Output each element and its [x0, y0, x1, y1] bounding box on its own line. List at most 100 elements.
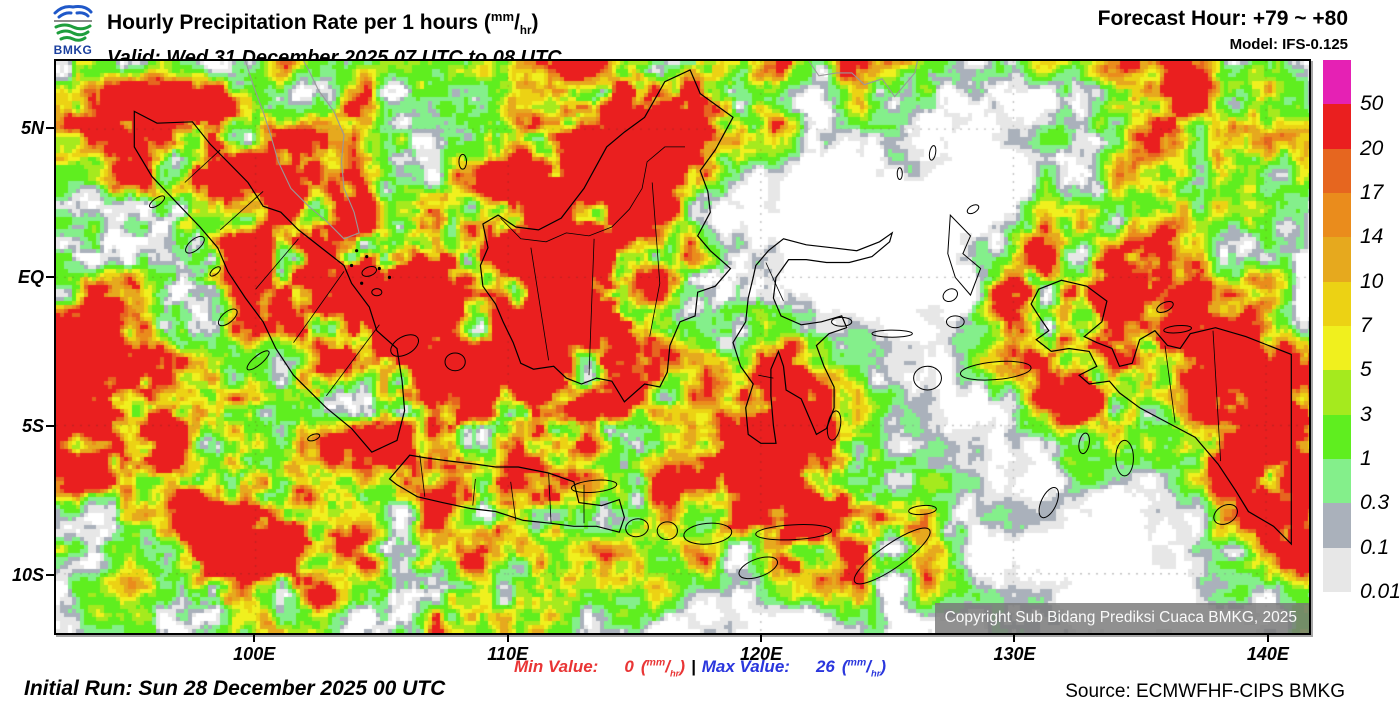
y-tick-label: 5S: [21, 416, 44, 437]
island-outline: [246, 350, 270, 371]
x-tick-label: 140E: [1246, 644, 1289, 664]
coastline: [500, 146, 685, 243]
coastline: [588, 238, 595, 376]
legend-label: 5: [1360, 358, 1372, 382]
coastline: [1164, 345, 1176, 423]
legend-label: 10: [1360, 269, 1384, 293]
coastline: [219, 191, 264, 231]
legend-label: 0.01: [1360, 579, 1400, 603]
coastline: [649, 182, 661, 337]
island-outline: [307, 433, 321, 442]
legend-cell: [1323, 148, 1351, 193]
legend-cell: [1323, 325, 1351, 371]
island-outline: [625, 518, 649, 538]
legend-label: 3: [1360, 402, 1372, 426]
x-tick-label: 120E: [740, 644, 783, 664]
island-outline: [896, 167, 903, 181]
legend-cell: [1323, 503, 1351, 548]
copyright-notice: Copyright Sub Bidang Prediksi Cuaca BMKG…: [934, 603, 1309, 633]
island-outline: [831, 316, 853, 327]
legend-label: 1: [1360, 446, 1372, 470]
legend-label: 50: [1360, 92, 1384, 116]
island-outline: [458, 153, 468, 170]
island-outline: [966, 204, 980, 215]
y-tick-label: EQ: [17, 266, 44, 287]
coastline: [808, 61, 918, 98]
x-tick-mark: [253, 635, 256, 642]
coastline: [184, 149, 221, 183]
color-scale-legend: [1323, 60, 1351, 592]
island-outline: [570, 479, 618, 494]
legend-cell: [1323, 458, 1351, 504]
bmkg-emblem-icon: [53, 5, 93, 42]
island-outline: [656, 521, 678, 541]
coastline: [732, 231, 894, 444]
legend-label: 17: [1360, 180, 1384, 204]
island-outline: [1163, 324, 1193, 334]
legend-cell: [1323, 60, 1351, 105]
coastlines-overlay: [133, 61, 1292, 585]
model-label: Model: IFS-0.125: [1229, 36, 1348, 53]
minmax-row: Min Value: 0 (mm/hr) | Max Value: 26 (mm/hr): [0, 656, 1400, 678]
bmkg-logo: BMKG: [44, 3, 102, 59]
island-outline: [390, 334, 419, 357]
island-outline: [959, 360, 1032, 381]
source-label: Source: ECMWFHF-CIPS BMKG: [1065, 681, 1345, 702]
legend-label: 0.3: [1360, 491, 1390, 515]
coastline: [133, 110, 406, 453]
x-tick-mark: [1013, 635, 1016, 642]
x-tick-label: 110E: [487, 644, 528, 664]
y-tick-mark: [46, 275, 54, 278]
island-outline: [738, 556, 779, 580]
island-outline: [185, 235, 205, 254]
coastline: [293, 271, 345, 343]
island-outline: [945, 315, 965, 329]
legend-label: 0.1: [1360, 535, 1390, 559]
island-outline: [942, 288, 958, 303]
coastline: [325, 324, 380, 397]
coastline: [388, 454, 626, 533]
coastline: [472, 478, 476, 506]
initial-run: Initial Run: Sun 28 December 2025 00 UTC: [24, 677, 446, 700]
island-outline: [149, 195, 166, 209]
legend-label: 14: [1360, 225, 1384, 249]
legend-cell: [1323, 237, 1351, 282]
minmax-separator: |: [690, 656, 696, 676]
island-outline: [1156, 300, 1174, 313]
island-outline: [871, 329, 913, 338]
y-tick-mark: [46, 126, 54, 129]
x-tick-mark: [1266, 635, 1269, 642]
coastline: [479, 69, 734, 403]
x-tick-label: 100E: [233, 644, 276, 664]
legend-cell: [1323, 104, 1351, 149]
island-outline: [1213, 503, 1238, 525]
max-value-label: Max Value: 26 (mm/hr): [701, 656, 887, 679]
y-tick-mark: [46, 574, 54, 577]
island-outline: [908, 504, 937, 516]
y-tick-label: 10S: [11, 565, 44, 586]
legend-label: 20: [1360, 136, 1384, 160]
islet-dot: [387, 275, 392, 279]
x-tick-label: 130E: [993, 644, 1036, 664]
coastline: [510, 481, 517, 521]
island-outline: [928, 145, 937, 161]
min-value-label: Min Value: 0 (mm/hr): [513, 656, 685, 679]
coastline: [765, 262, 784, 302]
islet-dot: [377, 266, 381, 271]
legend-label: 7: [1360, 313, 1372, 337]
islet-dot: [355, 249, 359, 253]
x-tick-mark: [760, 635, 763, 642]
island-outline: [826, 410, 842, 441]
y-tick-label: 5N: [20, 117, 44, 138]
coastline: [255, 238, 299, 290]
forecast-hour: Forecast Hour: +79 ~ +80: [1097, 7, 1348, 30]
coastline: [1212, 330, 1221, 462]
island-outline: [444, 352, 466, 372]
legend-cell: [1323, 547, 1351, 592]
page-title: Hourly Precipitation Rate per 1 hours (m…: [107, 9, 539, 38]
island-outline: [371, 288, 383, 297]
precipitation-field-canvas: [56, 61, 1309, 633]
legend-cell: [1323, 281, 1351, 326]
islet-dot: [360, 281, 364, 285]
island-outline: [209, 266, 221, 277]
